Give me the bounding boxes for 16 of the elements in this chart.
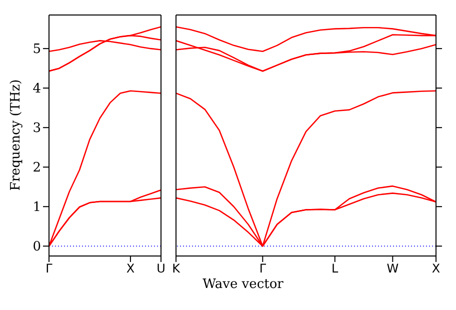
y-tick-label: 3 [32, 121, 41, 136]
x-tick-label: K [172, 262, 182, 276]
x-tick-label: Γ [259, 262, 266, 276]
y-tick-label: 2 [32, 160, 41, 176]
x-tick-label: L [332, 262, 339, 276]
x-axis-title: Wave vector [202, 277, 284, 292]
x-tick-label: Γ [46, 262, 53, 276]
x-tick-label: X [432, 262, 440, 276]
y-tick-label: 1 [32, 200, 41, 216]
x-tick-label: W [386, 262, 399, 276]
y-tick-label: 4 [32, 82, 41, 97]
x-tick-label: X [126, 262, 135, 276]
y-tick-label: 5 [32, 42, 41, 58]
y-tick-label: 0 [32, 240, 41, 255]
x-tick-label: U [156, 262, 166, 276]
y-axis-title: Frequency (THz) [8, 79, 24, 191]
